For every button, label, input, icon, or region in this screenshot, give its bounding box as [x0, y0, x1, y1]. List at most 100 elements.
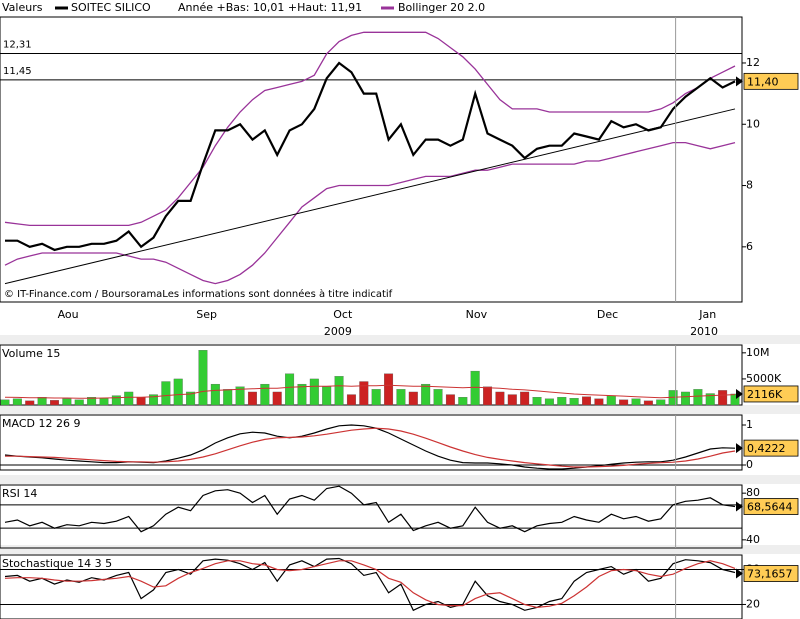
volume-bar — [272, 391, 282, 406]
value-tag — [743, 72, 799, 90]
value-tag-label: 2116K — [747, 388, 783, 401]
panel-separator — [0, 545, 800, 554]
volume-bar — [421, 383, 431, 406]
volume-bar — [285, 373, 295, 406]
y-tick-label: 80 — [746, 486, 760, 499]
level-label: 12,31 — [3, 39, 32, 50]
y-tick-label: 40 — [746, 533, 760, 546]
volume-bar — [223, 389, 233, 406]
volume-bar — [619, 399, 629, 406]
volume-bar — [87, 397, 97, 406]
y-tick-label: 8 — [746, 179, 753, 192]
legend-entry: Bollinger 20 2.0 — [398, 1, 485, 14]
volume-bar — [730, 393, 740, 406]
volume-bar — [210, 383, 220, 406]
plot-frame — [0, 484, 743, 549]
volume-bar — [693, 389, 703, 406]
volume-bar — [359, 381, 369, 406]
legend-info: Année +Bas: 10,01 +Haut: 11,91 — [178, 1, 362, 14]
value-tag-label: 11,40 — [747, 75, 779, 88]
panel-separator — [0, 475, 800, 484]
volume-bar — [260, 383, 270, 406]
volume-bar — [606, 395, 616, 406]
volume-bar — [161, 381, 171, 406]
volume-bar — [520, 391, 530, 406]
plot-frame — [0, 16, 743, 303]
x-tick-label: Nov — [466, 308, 488, 321]
legend-entry: SOITEC SILICO — [71, 1, 151, 14]
y-tick-label: 5000K — [746, 372, 782, 385]
volume-bar — [124, 391, 134, 406]
plot-frame — [0, 344, 743, 406]
volume-bar — [408, 391, 418, 406]
volume-bar — [173, 378, 183, 406]
x-tick-label: Jan — [698, 308, 716, 321]
y-tick-label: 10 — [746, 117, 760, 130]
panel-title: Volume 15 — [2, 347, 60, 360]
value-tag — [743, 385, 799, 403]
volume-bar — [433, 389, 443, 406]
level-label: 11,45 — [3, 66, 32, 77]
panel-title: Stochastique 14 3 5 — [2, 557, 112, 570]
volume-bar — [111, 395, 121, 406]
volume-bar — [495, 391, 505, 406]
value-tag — [743, 439, 799, 457]
volume-bar — [99, 398, 109, 406]
volume-bar — [12, 398, 22, 406]
volume-bar — [507, 394, 517, 406]
indicator-line — [4, 485, 736, 533]
volume-bar — [718, 390, 728, 406]
bollinger-lower — [4, 141, 736, 285]
y-tick-label: 10M — [746, 346, 770, 359]
volume-bar — [74, 399, 84, 406]
volume-bar — [136, 397, 146, 406]
volume-bar — [297, 383, 307, 406]
volume-bar — [322, 386, 332, 406]
tag-arrow — [736, 568, 743, 579]
volume-bar — [0, 399, 10, 406]
volume-bar — [557, 397, 567, 406]
price-line — [5, 61, 736, 252]
volume-bar — [582, 396, 592, 406]
volume-bar — [532, 397, 542, 406]
volume-bar — [569, 398, 579, 406]
volume-average — [4, 384, 736, 399]
panel-title: MACD 12 26 9 — [2, 417, 80, 430]
panel-separator — [0, 335, 800, 344]
plot-frame — [0, 414, 743, 471]
trend-line — [4, 108, 736, 285]
tag-arrow — [736, 501, 743, 512]
value-tag-label: 0,4222 — [747, 442, 786, 455]
volume-bar — [37, 397, 47, 406]
panel-separator — [0, 405, 800, 414]
indicator-line — [5, 427, 736, 468]
volume-bar — [705, 393, 715, 406]
volume-bar — [346, 394, 356, 406]
volume-bar — [681, 391, 690, 406]
volume-bar — [62, 398, 72, 406]
volume-bar — [384, 373, 394, 406]
year-label: 2010 — [690, 325, 718, 338]
value-tag-label: 68,5644 — [747, 501, 793, 514]
volume-bar — [371, 389, 381, 406]
volume-bar — [470, 370, 480, 406]
footer: © IT-Finance.com / BoursoramaLes informa… — [4, 288, 393, 300]
volume-bar — [544, 398, 554, 406]
volume-bar — [50, 400, 59, 406]
x-tick-label: Oct — [333, 308, 353, 321]
volume-bar — [186, 391, 196, 406]
volume-bar — [656, 399, 666, 406]
year-label: 2009 — [324, 325, 352, 338]
y-tick-label: 6 — [746, 240, 753, 253]
y-tick-label: 0 — [746, 458, 753, 471]
volume-bar — [631, 398, 641, 406]
value-tag — [743, 565, 799, 582]
bollinger-upper — [4, 31, 736, 227]
volume-bar — [483, 386, 493, 406]
volume-bar — [247, 391, 257, 406]
volume-bar — [148, 394, 158, 406]
panel-title: RSI 14 — [2, 487, 37, 500]
volume-bar — [309, 378, 319, 406]
